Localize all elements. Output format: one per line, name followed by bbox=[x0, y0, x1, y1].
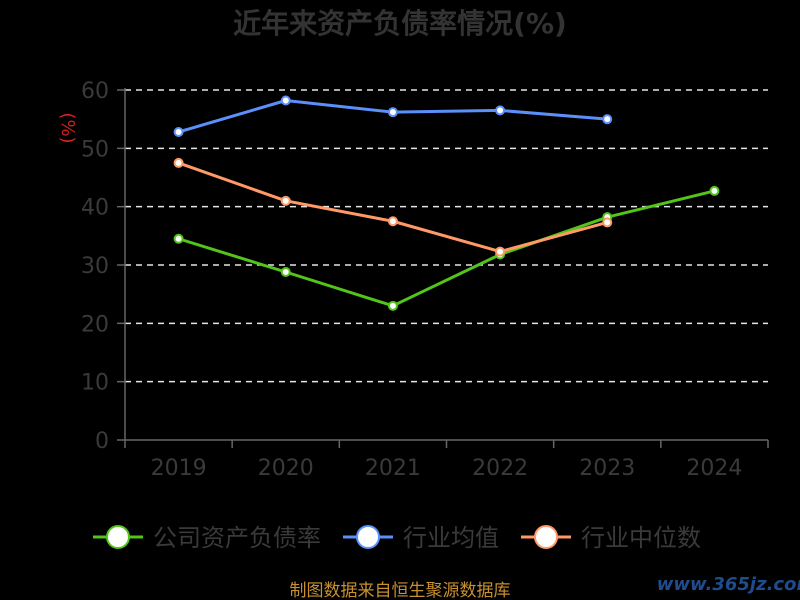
legend-label: 公司资产负债率 bbox=[153, 524, 321, 552]
legend-item-1[interactable]: 行业均值 bbox=[343, 524, 499, 552]
data-point bbox=[173, 127, 184, 137]
data-point bbox=[173, 157, 184, 168]
data-point bbox=[280, 95, 291, 106]
data-point bbox=[602, 114, 613, 125]
y-tick-label: 0 bbox=[95, 429, 109, 454]
y-tick-label: 10 bbox=[81, 371, 109, 396]
y-tick-label: 40 bbox=[81, 196, 109, 221]
watermark: www.365jz.com bbox=[657, 574, 800, 595]
data-point bbox=[495, 246, 506, 257]
data-point bbox=[387, 216, 398, 227]
y-tick-label: 30 bbox=[81, 254, 109, 279]
chart-title: 近年来资产负债率情况(%) bbox=[233, 7, 567, 40]
x-tick-label: 2021 bbox=[365, 456, 421, 481]
data-point bbox=[280, 267, 291, 277]
gridlines bbox=[117, 89, 768, 441]
x-tick-label: 2019 bbox=[151, 456, 207, 481]
legend-marker bbox=[106, 525, 130, 549]
legend[interactable]: 公司资产负债率 行业均值 行业中位数 bbox=[93, 524, 701, 552]
y-tick-label: 60 bbox=[81, 79, 109, 104]
data-point bbox=[387, 300, 398, 311]
y-tick-labels: 0 10 20 30 40 50 60 bbox=[81, 79, 109, 454]
legend-marker bbox=[534, 525, 558, 549]
data-point bbox=[709, 185, 720, 196]
y-axis-label: (%) bbox=[57, 112, 78, 143]
series-lines bbox=[173, 95, 720, 311]
legend-label: 行业均值 bbox=[403, 524, 499, 552]
x-tick-labels: 2019 2020 2021 2022 2023 2024 bbox=[151, 456, 743, 481]
series-line-0 bbox=[178, 189, 715, 308]
legend-label: 行业中位数 bbox=[581, 524, 701, 552]
axes bbox=[124, 88, 769, 448]
x-tick-label: 2022 bbox=[472, 456, 528, 481]
y-tick-label: 50 bbox=[81, 137, 109, 162]
data-point bbox=[602, 217, 613, 228]
x-tick-label: 2024 bbox=[686, 456, 742, 481]
data-point bbox=[387, 107, 398, 118]
x-tick-label: 2020 bbox=[258, 456, 314, 481]
legend-marker bbox=[356, 525, 380, 549]
source-note: 制图数据来自恒生聚源数据库 bbox=[290, 581, 511, 600]
legend-item-0[interactable]: 公司资产负债率 bbox=[93, 524, 321, 552]
data-point bbox=[173, 233, 184, 244]
data-point bbox=[280, 195, 291, 206]
legend-item-2[interactable]: 行业中位数 bbox=[521, 524, 701, 552]
y-tick-label: 20 bbox=[81, 312, 109, 337]
x-tick-label: 2023 bbox=[579, 456, 635, 481]
data-point bbox=[495, 105, 506, 116]
